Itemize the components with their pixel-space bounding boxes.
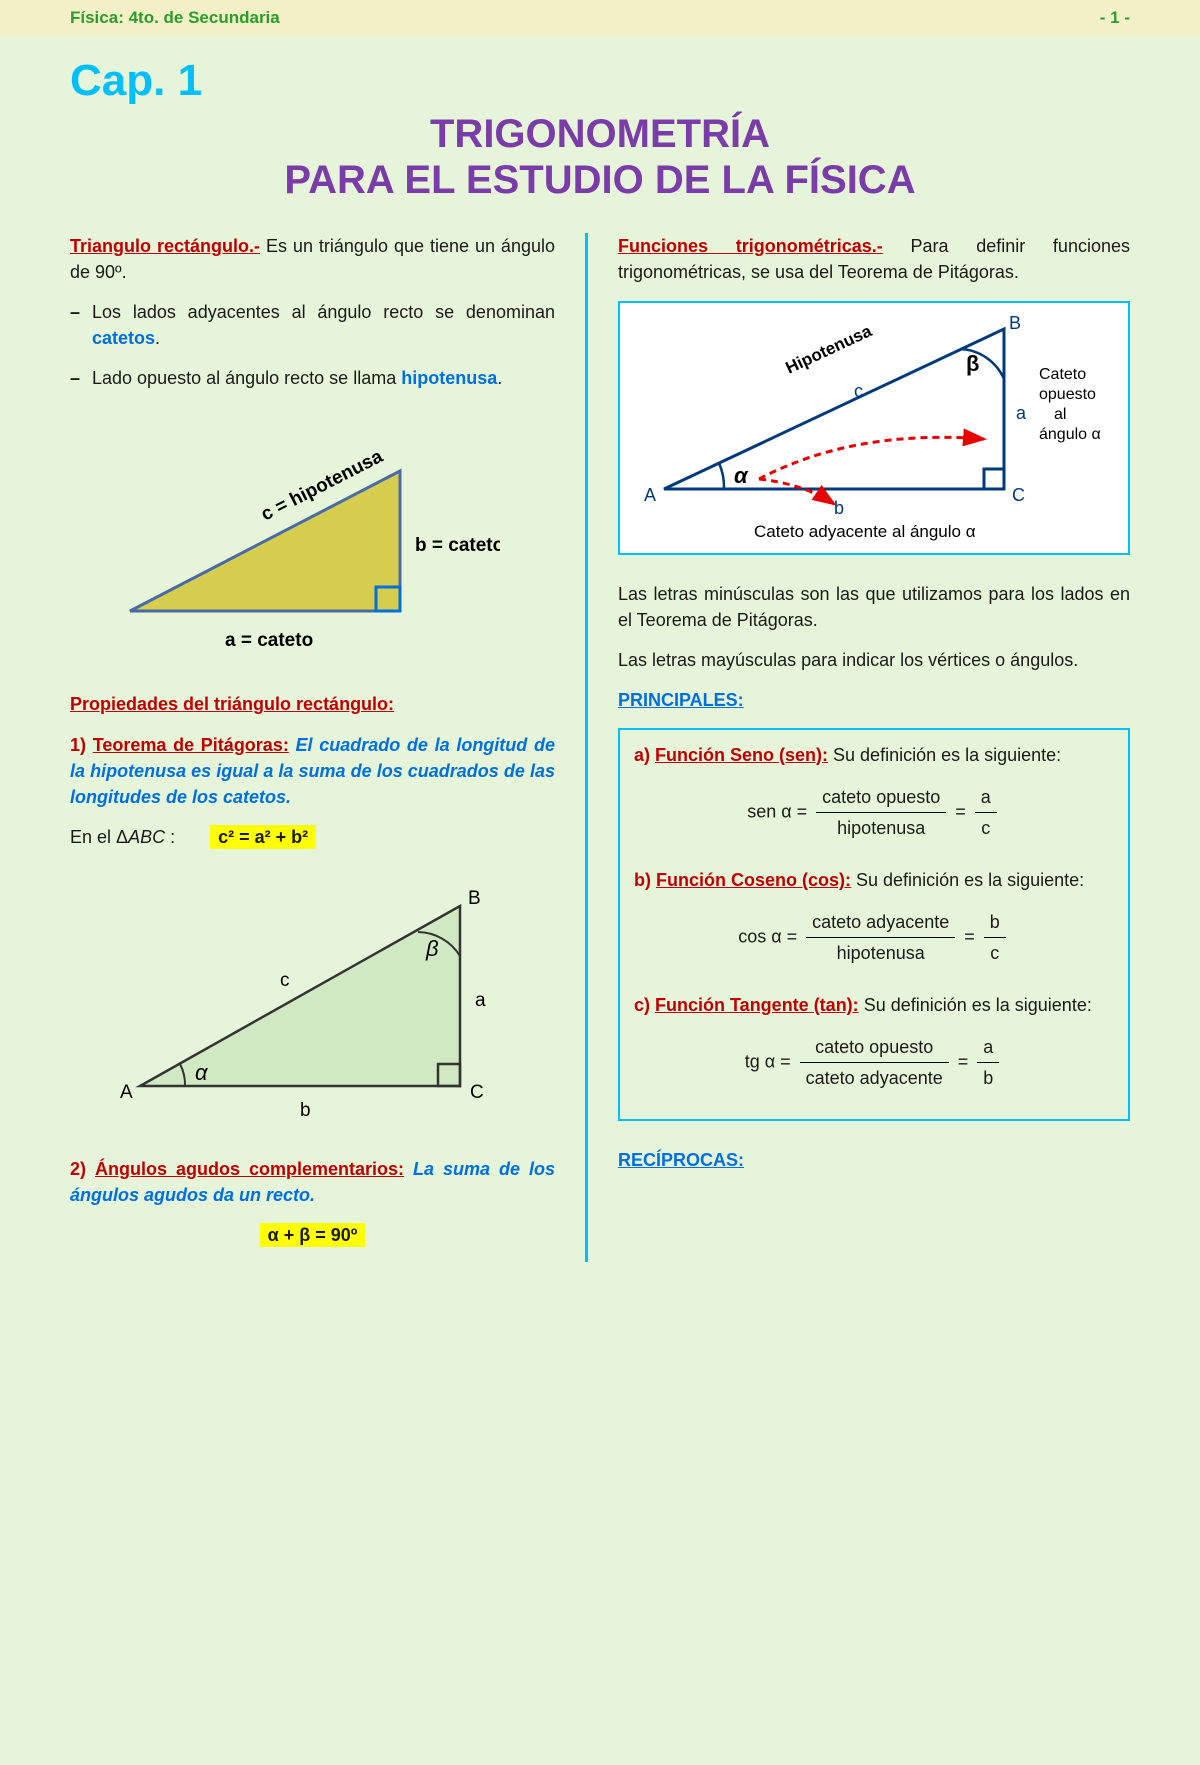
figure-triangle-1: c = hipotenusa b = cateto a = cateto [70,411,555,671]
column-divider [585,233,588,1262]
page-header: Física: 4to. de Secundaria - 1 - [0,0,1200,36]
func-cos: b) Función Coseno (cos): Su definición e… [634,867,1114,966]
func-tan: c) Función Tangente (tan): Su definición… [634,992,1114,1091]
two-column-layout: Triangulo rectángulo.- Es un triángulo q… [70,233,1130,1262]
catetos-list: Los lados adyacentes al ángulo recto se … [70,299,555,391]
bullet-catetos: Los lados adyacentes al ángulo recto se … [70,299,555,351]
header-page-number: - 1 - [1100,8,1130,28]
svg-text:a = cateto: a = cateto [225,630,313,651]
svg-text:A: A [644,485,656,505]
svg-text:A: A [120,1082,133,1103]
svg-text:B: B [468,888,481,909]
svg-text:α: α [734,463,749,488]
page-body: Cap. 1 TRIGONOMETRÍA PARA EL ESTUDIO DE … [0,36,1200,1302]
pythagoras-formula: c² = a² + b² [210,825,316,849]
svg-text:b: b [300,1100,311,1121]
formula-sen: sen α = cateto opuestohipotenusa = ac [634,784,1114,841]
svg-text:α: α [195,1060,209,1085]
functions-box: a) Función Seno (sen): Su definición es … [618,728,1130,1122]
note-mayusculas: Las letras mayúsculas para indicar los v… [618,647,1130,673]
svg-text:β: β [425,936,439,961]
svg-text:C: C [1012,485,1025,505]
main-title: TRIGONOMETRÍA PARA EL ESTUDIO DE LA FÍSI… [70,111,1130,203]
left-column: Triangulo rectángulo.- Es un triángulo q… [70,233,555,1262]
figure-triangle-3: A B C a b c α β Hipotenusa Catetoopuesto… [618,301,1130,555]
complementary-equation: α + β = 90º [70,1222,555,1248]
svg-text:B: B [1009,313,1021,333]
trig-func-intro: Funciones trigonométricas.- Para definir… [618,233,1130,285]
bullet-hipotenusa: Lado opuesto al ángulo recto se llama hi… [70,365,555,391]
func-sen: a) Función Seno (sen): Su definición es … [634,742,1114,841]
complementary-statement: 2) Ángulos agudos complementarios: La su… [70,1156,555,1208]
reciprocas-heading: RECÍPROCAS: [618,1147,1130,1173]
pythagoras-statement: 1) Teorema de Pitágoras: El cuadrado de … [70,732,555,810]
svg-text:b = cateto: b = cateto [415,535,500,556]
note-minusculas: Las letras minúsculas son las que utiliz… [618,581,1130,633]
svg-text:a: a [1016,403,1027,423]
svg-text:c: c [854,381,863,401]
header-left: Física: 4to. de Secundaria [70,8,280,28]
svg-text:Hipotenusa: Hipotenusa [783,321,875,378]
right-column: Funciones trigonométricas.- Para definir… [618,233,1130,1262]
chapter-label: Cap. 1 [70,56,1130,106]
title-line-1: TRIGONOMETRÍA [430,112,770,156]
svg-text:Catetoopuestoalángulo α: Catetoopuestoalángulo α [1039,366,1101,443]
title-line-2: PARA EL ESTUDIO DE LA FÍSICA [284,158,915,202]
rect-def: Triangulo rectángulo.- Es un triángulo q… [70,233,555,285]
svg-text:b: b [834,498,844,518]
svg-text:Cateto adyacente al ángulo α: Cateto adyacente al ángulo α [754,522,976,541]
pythagoras-equation-line: En el ΔABC : c² = a² + b² [70,824,555,850]
rect-term: Triangulo rectángulo.- [70,236,260,256]
formula-cos: cos α = cateto adyacentehipotenusa = bc [634,909,1114,966]
svg-text:a: a [475,990,486,1011]
figure-triangle-2: A B C a b c α β [70,866,555,1136]
svg-text:c: c [280,970,290,991]
principales-heading: PRINCIPALES: [618,687,1130,713]
svg-text:β: β [966,351,979,376]
formula-tan: tg α = cateto opuestocateto adyacente = … [634,1034,1114,1091]
props-heading: Propiedades del triángulo rectángulo: [70,691,555,717]
svg-text:C: C [470,1082,484,1103]
